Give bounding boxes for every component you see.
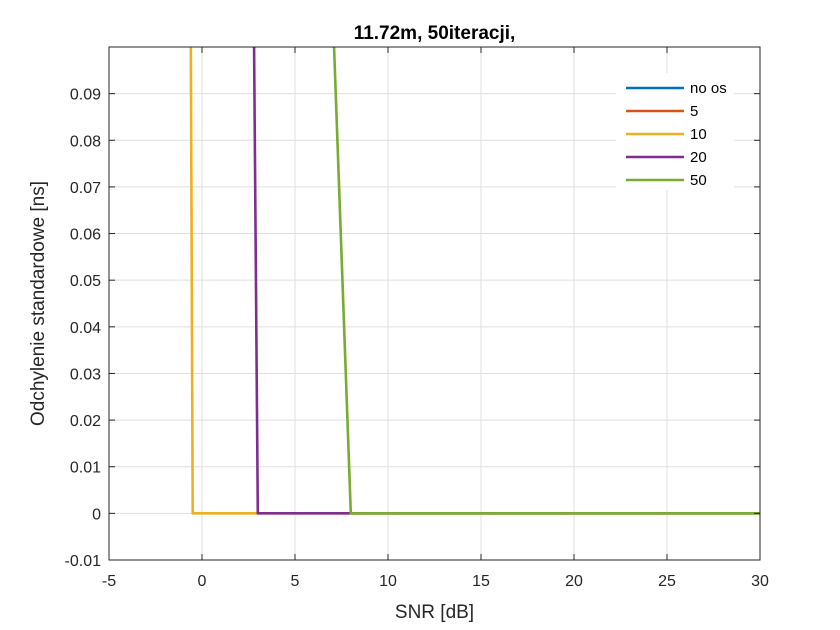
x-tick-label: 0 xyxy=(198,573,207,590)
y-tick-label: 0.08 xyxy=(70,133,101,150)
y-tick-label: -0.01 xyxy=(65,553,102,570)
y-axis-title: Odchylenie standardowe [ns] xyxy=(28,181,49,426)
x-axis-title: SNR [dB] xyxy=(395,602,474,623)
y-tick-label: 0 xyxy=(92,506,101,523)
y-tick-label: 0.05 xyxy=(70,273,101,290)
legend-label: no os xyxy=(690,80,727,97)
y-tick-label: 0.07 xyxy=(70,180,101,197)
x-tick-label: 20 xyxy=(565,573,583,590)
legend-label: 10 xyxy=(690,126,707,143)
y-tick-label: 0.04 xyxy=(70,320,101,337)
x-tick-label: 25 xyxy=(658,573,676,590)
x-tick-label: 30 xyxy=(751,573,769,590)
chart-title: 11.72m, 50iteracji, xyxy=(354,23,516,44)
y-tick-label: 0.03 xyxy=(70,366,101,383)
legend-label: 20 xyxy=(690,149,707,166)
series-lines xyxy=(189,47,760,515)
ticks: -5 0 5 10 15 20 25 30 -0.01 0 0.01 0.02 0.03 0.04 0.05… xyxy=(65,47,769,590)
y-tick-label: 0.09 xyxy=(70,87,101,104)
x-tick-label: -5 xyxy=(102,573,116,590)
legend-label: 50 xyxy=(690,172,707,189)
y-tick-label: 0.01 xyxy=(70,460,101,477)
x-tick-label: 5 xyxy=(291,573,300,590)
plot-frame xyxy=(108,46,761,561)
x-tick-label: 15 xyxy=(472,573,490,590)
y-tick-label: 0.02 xyxy=(70,413,101,430)
legend-label: 5 xyxy=(690,103,698,120)
legend-box xyxy=(616,73,734,190)
series-line-50 xyxy=(332,47,760,515)
y-tick-label: 0.06 xyxy=(70,227,101,244)
x-tick-label: 10 xyxy=(379,573,397,590)
legend: no os 5 10 20 50 xyxy=(616,73,734,190)
